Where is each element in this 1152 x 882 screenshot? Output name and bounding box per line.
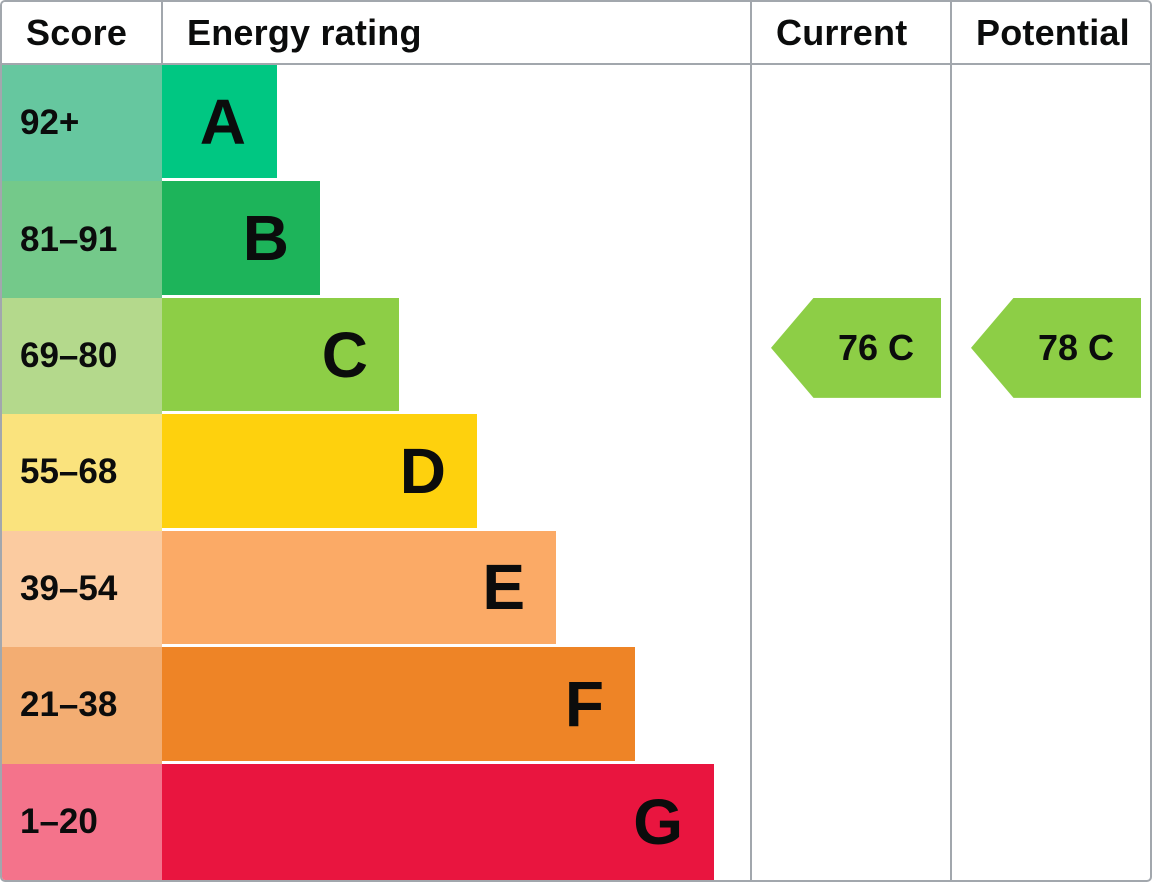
score-range-label: 69–80 (20, 336, 118, 376)
band-bar-area: G (162, 763, 1150, 880)
current-column-header: Current (752, 2, 952, 63)
potential-rating-label: 78 C (1037, 326, 1115, 368)
score-header-label: Score (26, 11, 128, 53)
band-letter: C (321, 318, 368, 391)
band-bar-area: C (162, 297, 1150, 414)
score-range-cell-e: 39–54 (2, 530, 162, 648)
band-bar-f: F (162, 647, 635, 761)
score-range-cell-b: 81–91 (2, 181, 162, 298)
current-header-label: Current (776, 11, 908, 53)
table-header: Score Energy rating Current Potential (2, 2, 1150, 65)
band-letter: B (242, 202, 289, 275)
current-column-divider (750, 65, 752, 880)
band-bar-e: E (162, 530, 556, 645)
band-bar-d: D (162, 414, 477, 528)
score-range-cell-c: 69–80 (2, 297, 162, 415)
potential-column-divider (950, 65, 952, 880)
potential-header-label: Potential (976, 11, 1130, 53)
band-rows: 92+ A 81–91 B 69–80 C 55–68 D 39–54 E 21–38 F 1–20 G (2, 65, 1150, 880)
band-letter: D (399, 434, 446, 507)
score-range-label: 1–20 (20, 801, 98, 841)
band-bar-c: C (162, 297, 399, 412)
band-bar-area: D (162, 414, 1150, 530)
score-range-cell-g: 1–20 (2, 763, 162, 880)
band-row-e: 39–54 E (2, 530, 1150, 648)
table-body: 92+ A 81–91 B 69–80 C 55–68 D 39–54 E 21–38 F 1–20 G … (2, 65, 1150, 880)
energy-rating-column-header: Energy rating (163, 2, 752, 63)
band-bar-b: B (162, 181, 320, 295)
potential-column-header: Potential (952, 2, 1150, 63)
band-letter: G (633, 785, 683, 858)
score-range-cell-f: 21–38 (2, 647, 162, 764)
score-range-label: 55–68 (20, 452, 118, 492)
score-column-header: Score (2, 2, 163, 63)
band-letter: E (482, 551, 525, 624)
band-bar-area: B (162, 181, 1150, 297)
energy-rating-header-label: Energy rating (187, 11, 422, 53)
band-row-c: 69–80 C (2, 297, 1150, 415)
band-letter: A (199, 85, 246, 158)
band-bar-g: G (162, 763, 714, 880)
band-row-b: 81–91 B (2, 181, 1150, 298)
band-row-g: 1–20 G (2, 763, 1150, 880)
score-range-label: 81–91 (20, 219, 118, 259)
band-bar-area: A (162, 65, 1150, 181)
score-range-label: 39–54 (20, 568, 118, 608)
score-range-label: 21–38 (20, 685, 118, 725)
score-range-cell-a: 92+ (2, 65, 162, 182)
band-bar-a: A (162, 65, 277, 179)
band-bar-area: F (162, 647, 1150, 763)
band-letter: F (564, 667, 604, 740)
score-range-cell-d: 55–68 (2, 414, 162, 531)
band-row-f: 21–38 F (2, 647, 1150, 764)
current-rating-label: 76 C (837, 326, 915, 368)
score-range-label: 92+ (20, 103, 80, 143)
band-row-a: 92+ A (2, 65, 1150, 182)
band-bar-area: E (162, 530, 1150, 647)
band-row-d: 55–68 D (2, 414, 1150, 531)
